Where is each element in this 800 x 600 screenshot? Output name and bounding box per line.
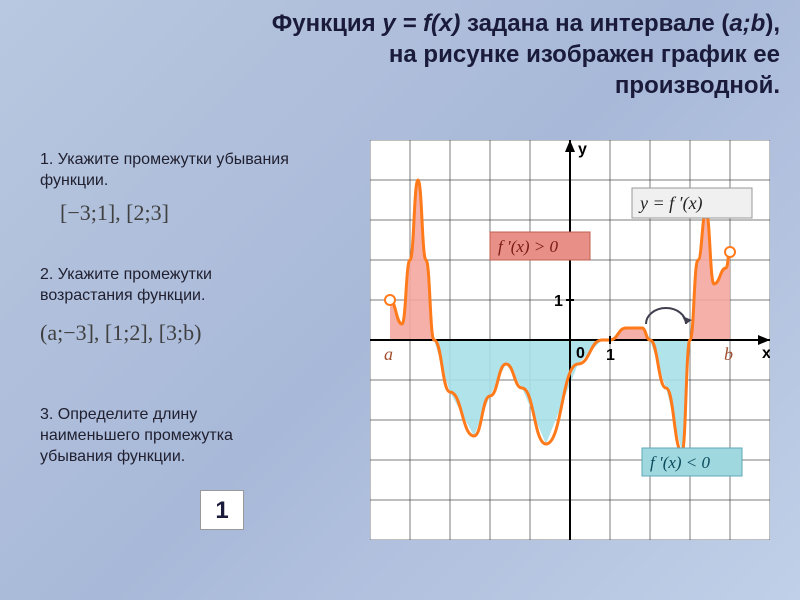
title-text: Функция (272, 10, 383, 37)
svg-text:y = f ′(x): y = f ′(x) (638, 193, 703, 214)
svg-text:0: 0 (576, 345, 585, 362)
svg-text:x: x (762, 345, 770, 362)
svg-text:f ′(x) > 0: f ′(x) > 0 (498, 237, 559, 256)
title-eq: y = f(x) (382, 10, 460, 37)
question-1: 1. Укажите промежутки убывания функции. (40, 150, 300, 192)
svg-text:b: b (724, 344, 733, 364)
derivative-chart: y x 0 1 1 a b y = f ′(x) f ′(x) > 0 f ′(x) < 0 (370, 140, 770, 540)
page-title: Функция y = f(x) задана на интервале (a;… (60, 8, 780, 102)
svg-text:f ′(x) < 0: f ′(x) < 0 (650, 453, 711, 472)
svg-text:1: 1 (554, 293, 563, 310)
svg-text:1: 1 (606, 347, 615, 364)
svg-text:y: y (578, 141, 587, 158)
title-text3: ), (765, 10, 780, 37)
answer-box: 1 (200, 490, 244, 530)
question-2: 2. Укажите промежутки возрастания функци… (40, 265, 300, 307)
title-line2: на рисунке изображен график ее (389, 41, 780, 68)
formula-1: [−3;1], [2;3] (60, 200, 169, 226)
formula-2: (a;−3], [1;2], [3;b) (40, 320, 201, 346)
question-3: 3. Определите длину наименьшего промежут… (40, 405, 300, 467)
svg-text:a: a (384, 344, 393, 364)
title-text2: задана на интервале ( (460, 10, 729, 37)
title-ab: a;b (729, 10, 765, 37)
title-line3: производной. (615, 72, 780, 99)
